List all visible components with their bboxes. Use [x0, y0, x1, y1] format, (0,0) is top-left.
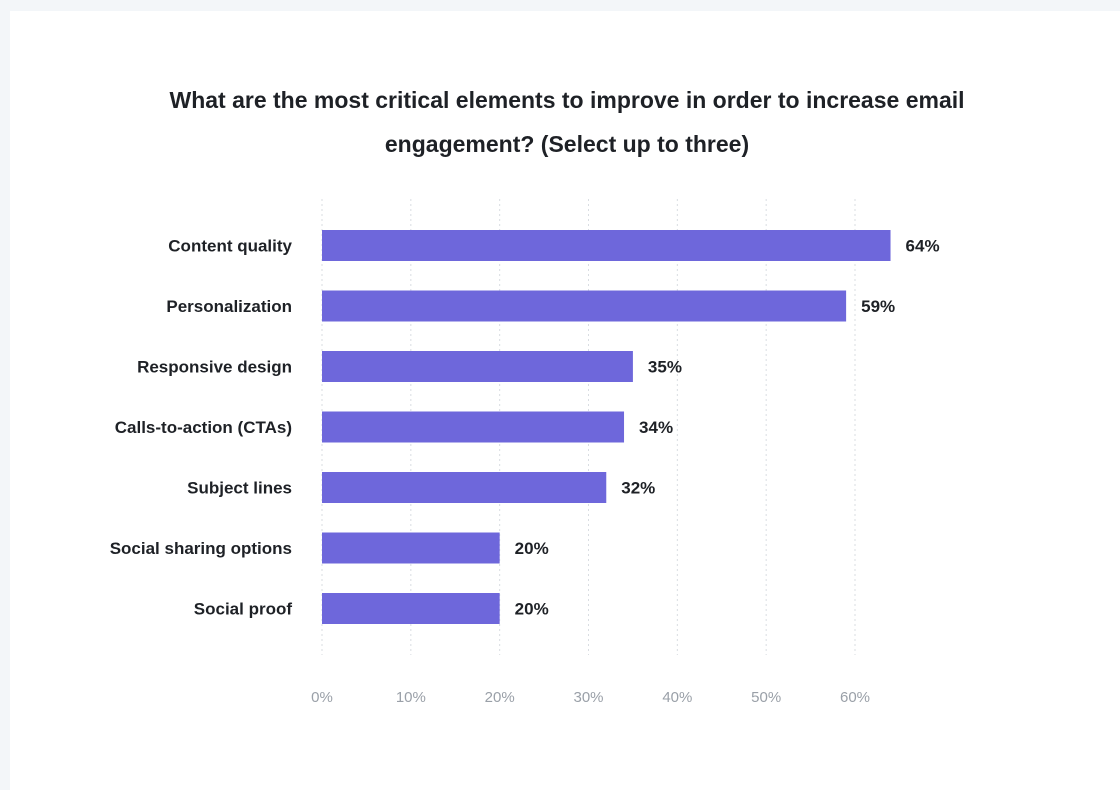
x-tick-label: 20%	[485, 689, 515, 706]
value-label: 35%	[648, 358, 682, 377]
x-tick-label: 60%	[840, 689, 870, 706]
category-label: Social proof	[194, 600, 293, 619]
value-label: 34%	[639, 418, 673, 437]
category-label: Personalization	[166, 297, 292, 316]
bar	[322, 532, 500, 564]
value-label: 64%	[906, 237, 940, 256]
category-label: Social sharing options	[110, 539, 292, 558]
gridlines	[321, 199, 856, 655]
x-tick-label: 40%	[662, 689, 692, 706]
x-tick-label: 50%	[751, 689, 781, 706]
value-label: 59%	[861, 297, 895, 316]
bars	[322, 230, 891, 624]
bar	[322, 290, 847, 322]
bar	[322, 593, 500, 624]
x-tick-label: 10%	[396, 689, 426, 706]
category-label: Subject lines	[187, 479, 292, 498]
value-label: 20%	[515, 600, 549, 619]
chart-title: What are the most critical elements to i…	[169, 87, 965, 157]
value-labels: 64% 59% 35% 34% 32% 20% 20%	[515, 237, 940, 619]
category-labels: Content quality Personalization Responsive…	[110, 237, 293, 619]
x-axis-ticks: 0% 10% 20% 30% 40% 50% 60%	[311, 689, 870, 706]
bar	[322, 411, 625, 443]
bar	[322, 472, 607, 503]
bar	[322, 351, 633, 382]
category-label: Calls-to-action (CTAs)	[115, 418, 292, 437]
category-label: Content quality	[168, 237, 292, 256]
chart-card	[10, 11, 1120, 790]
value-label: 32%	[621, 479, 655, 498]
x-tick-label: 30%	[573, 689, 603, 706]
category-label: Responsive design	[137, 358, 292, 377]
bar	[322, 230, 891, 261]
x-tick-label: 0%	[311, 689, 333, 706]
value-label: 20%	[515, 539, 549, 558]
